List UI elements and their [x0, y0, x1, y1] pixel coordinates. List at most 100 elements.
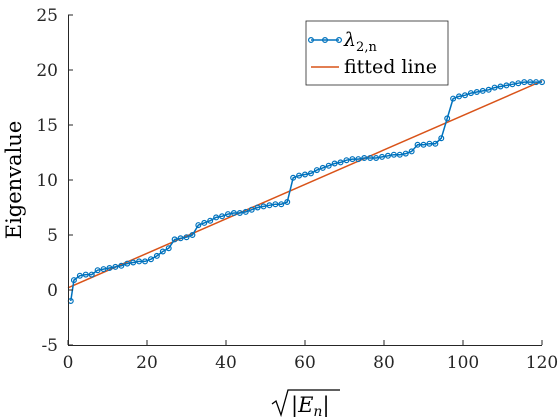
data-point [82, 271, 89, 278]
data-point [171, 236, 178, 243]
legend-label-fitted: fitted line [344, 56, 437, 78]
x-tick-label: 80 [373, 353, 395, 373]
x-axis-label-text: |En| [291, 393, 330, 420]
data-point [302, 171, 309, 178]
data-point [94, 267, 101, 274]
y-tick-label: -5 [41, 336, 58, 356]
data-point [331, 160, 338, 167]
data-point [130, 259, 137, 266]
legend-label-eigenvalues: λ2,n [343, 29, 377, 55]
data-point [165, 245, 172, 252]
legend: λ2,n fitted line [305, 20, 449, 86]
data-point [100, 266, 107, 273]
y-axis-label: Eigenvalue [2, 121, 26, 240]
data-point [213, 214, 220, 221]
data-point [142, 258, 149, 265]
data-point [159, 248, 166, 255]
data-point [479, 87, 486, 94]
data-point [367, 155, 374, 162]
data-point [106, 265, 113, 272]
y-tick-label: 5 [47, 226, 58, 246]
data-point [88, 271, 95, 278]
radical-sign-icon [271, 389, 340, 418]
x-tick-label: 120 [526, 353, 558, 373]
x-tick-label: 40 [215, 353, 237, 373]
x-tick-label: 20 [136, 353, 158, 373]
x-axis-label: |En| [271, 389, 340, 420]
y-tick-label: 0 [47, 281, 58, 301]
data-point [408, 148, 415, 155]
data-point [473, 88, 480, 95]
data-point [296, 172, 303, 179]
data-point [219, 213, 226, 220]
data-point [461, 92, 468, 99]
data-point [278, 201, 285, 208]
data-point [521, 79, 528, 86]
data-point [136, 258, 143, 265]
data-point [402, 150, 409, 157]
data-point [456, 93, 463, 100]
data-point [384, 152, 391, 159]
data-point [147, 256, 154, 263]
legend-marker-icon [308, 36, 315, 43]
data-point [307, 170, 314, 177]
data-point [503, 82, 510, 89]
data-point [432, 140, 439, 147]
data-point [414, 141, 421, 148]
data-point [70, 277, 77, 284]
data-point [355, 156, 362, 163]
data-point [509, 81, 516, 88]
x-tick-label: 60 [294, 353, 316, 373]
data-point [236, 210, 243, 217]
series-line-fitted [67, 80, 543, 289]
data-point [515, 80, 522, 87]
data-point [290, 174, 297, 181]
data-point [201, 219, 208, 226]
legend-item-fitted-line: fitted line [311, 56, 437, 78]
data-point [112, 263, 119, 270]
data-point [153, 252, 160, 259]
data-point [284, 199, 291, 206]
data-point [230, 210, 237, 217]
data-point [349, 156, 356, 163]
data-point [254, 204, 261, 211]
data-point [390, 151, 397, 158]
data-point [272, 201, 279, 208]
plot-area-background [68, 15, 542, 345]
data-point [491, 84, 498, 91]
legend-marker-icon [336, 36, 343, 43]
data-point [426, 140, 433, 147]
data-point [373, 155, 380, 162]
data-point [444, 115, 451, 122]
data-point [467, 90, 474, 97]
data-point [195, 222, 202, 229]
data-point [379, 153, 386, 160]
series-layer [67, 79, 545, 305]
data-point [485, 86, 492, 93]
data-point [325, 162, 332, 169]
data-point [248, 206, 255, 213]
legend-marker-icon [322, 36, 329, 43]
data-point [343, 157, 350, 164]
data-point [319, 164, 326, 171]
data-point [361, 155, 368, 162]
data-point [533, 79, 540, 86]
data-point [76, 272, 83, 279]
data-point [260, 203, 267, 210]
y-tick-label: 20 [36, 61, 58, 81]
data-point [177, 235, 184, 242]
y-tick-label: 10 [36, 171, 58, 191]
data-point [224, 211, 231, 218]
legend-box [305, 20, 449, 86]
data-point [189, 232, 196, 239]
data-point [450, 95, 457, 102]
data-point [337, 159, 344, 166]
data-point [266, 202, 273, 209]
legend-item-eigenvalues: λ2,n [308, 29, 377, 55]
y-tick-label: 15 [36, 116, 58, 136]
data-point [207, 217, 214, 224]
y-tick-label: 25 [36, 6, 58, 26]
data-point [124, 260, 131, 267]
data-point [527, 79, 534, 86]
